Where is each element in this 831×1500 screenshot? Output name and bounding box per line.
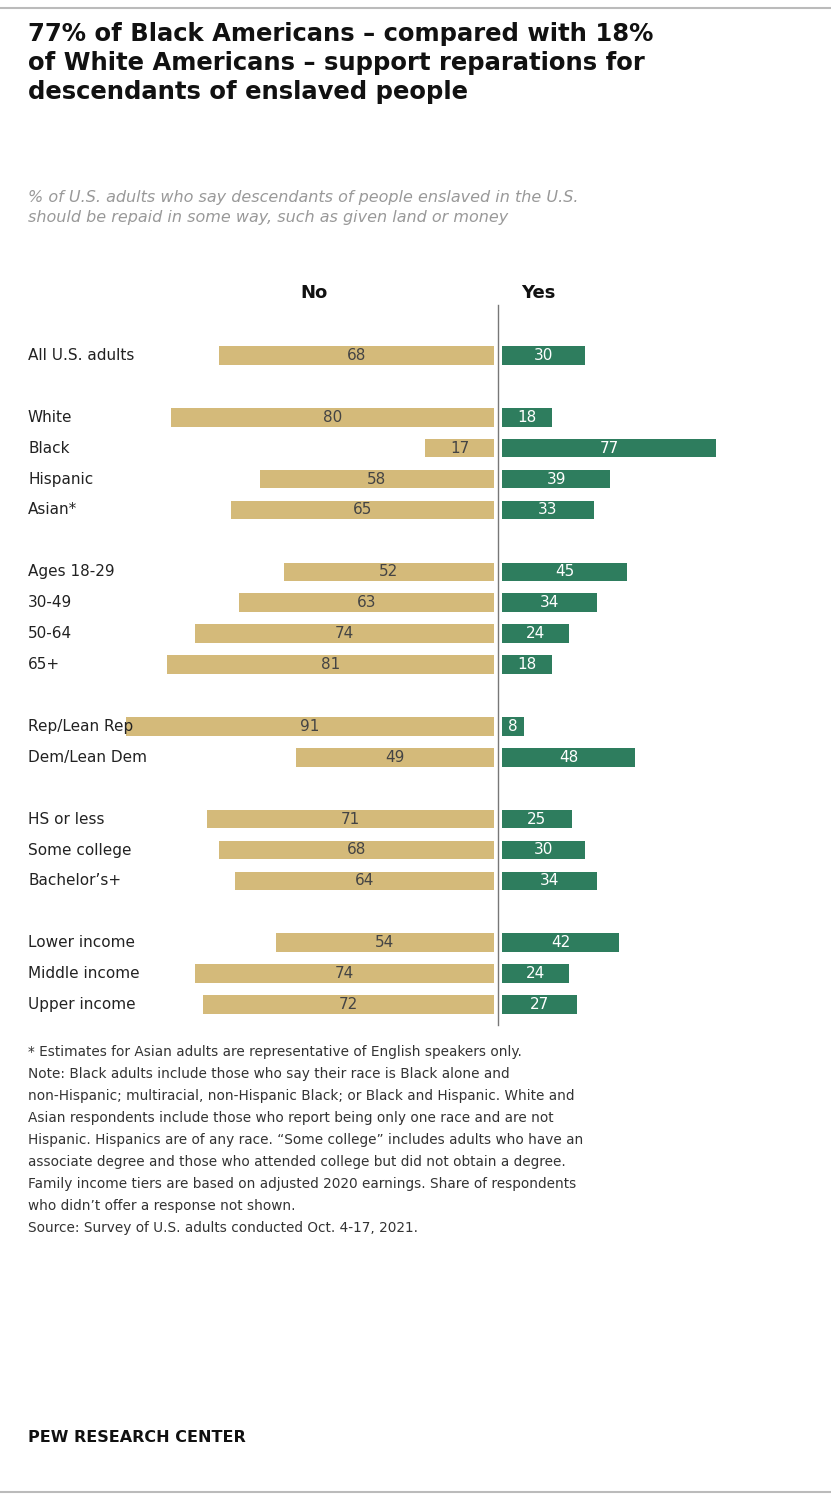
- Text: % of U.S. adults who say descendants of people enslaved in the U.S.
should be re: % of U.S. adults who say descendants of …: [28, 190, 578, 225]
- Polygon shape: [195, 964, 494, 982]
- Polygon shape: [259, 470, 494, 489]
- Text: Asian respondents include those who report being only one race and are not: Asian respondents include those who repo…: [28, 1112, 553, 1125]
- Polygon shape: [502, 656, 552, 674]
- Polygon shape: [425, 440, 494, 458]
- Text: 72: 72: [339, 998, 358, 1012]
- Polygon shape: [502, 717, 524, 735]
- Polygon shape: [231, 501, 494, 519]
- Text: Dem/Lean Dem: Dem/Lean Dem: [28, 750, 147, 765]
- Text: 64: 64: [355, 873, 375, 888]
- Text: Middle income: Middle income: [28, 966, 140, 981]
- Text: 33: 33: [538, 503, 558, 518]
- Text: 81: 81: [321, 657, 340, 672]
- Text: 49: 49: [386, 750, 405, 765]
- Text: 48: 48: [559, 750, 578, 765]
- Text: Black: Black: [28, 441, 70, 456]
- Text: 24: 24: [526, 626, 545, 640]
- Text: 42: 42: [551, 934, 570, 950]
- Polygon shape: [502, 871, 597, 889]
- Text: 58: 58: [367, 471, 386, 486]
- Polygon shape: [502, 470, 611, 489]
- Text: 30: 30: [534, 843, 553, 858]
- Text: Family income tiers are based on adjusted 2020 earnings. Share of respondents: Family income tiers are based on adjuste…: [28, 1178, 576, 1191]
- Polygon shape: [276, 933, 494, 952]
- Text: 77: 77: [599, 441, 618, 456]
- Text: 18: 18: [518, 410, 537, 424]
- Polygon shape: [167, 656, 494, 674]
- Text: Yes: Yes: [521, 284, 555, 302]
- Text: Some college: Some college: [28, 843, 131, 858]
- Text: 80: 80: [322, 410, 342, 424]
- Text: No: No: [300, 284, 327, 302]
- Text: 77% of Black Americans – compared with 18%
of White Americans – support reparati: 77% of Black Americans – compared with 1…: [28, 22, 653, 104]
- Polygon shape: [502, 996, 577, 1014]
- Text: Lower income: Lower income: [28, 934, 135, 950]
- Text: 34: 34: [539, 873, 559, 888]
- Text: 39: 39: [547, 471, 566, 486]
- Text: 71: 71: [341, 812, 360, 826]
- Polygon shape: [502, 562, 627, 580]
- Polygon shape: [502, 840, 585, 860]
- Text: 34: 34: [539, 596, 559, 610]
- Polygon shape: [502, 933, 619, 952]
- Text: Ages 18-29: Ages 18-29: [28, 564, 115, 579]
- Polygon shape: [235, 871, 494, 889]
- Text: 50-64: 50-64: [28, 626, 72, 640]
- Text: * Estimates for Asian adults are representative of English speakers only.: * Estimates for Asian adults are represe…: [28, 1046, 522, 1059]
- Polygon shape: [502, 964, 568, 982]
- Text: Bachelor’s+: Bachelor’s+: [28, 873, 121, 888]
- Text: 68: 68: [347, 348, 366, 363]
- Text: 68: 68: [347, 843, 366, 858]
- Polygon shape: [171, 408, 494, 426]
- Text: Rep/Lean Rep: Rep/Lean Rep: [28, 718, 133, 734]
- Text: 91: 91: [301, 718, 320, 734]
- Polygon shape: [284, 562, 494, 580]
- Polygon shape: [195, 624, 494, 644]
- Polygon shape: [502, 748, 636, 766]
- Polygon shape: [296, 748, 494, 766]
- Text: 65+: 65+: [28, 657, 60, 672]
- Text: All U.S. adults: All U.S. adults: [28, 348, 135, 363]
- Text: associate degree and those who attended college but did not obtain a degree.: associate degree and those who attended …: [28, 1155, 566, 1168]
- Polygon shape: [502, 408, 552, 426]
- Polygon shape: [203, 996, 494, 1014]
- Text: 63: 63: [357, 596, 376, 610]
- Polygon shape: [219, 346, 494, 364]
- Text: 30: 30: [534, 348, 553, 363]
- Polygon shape: [502, 810, 572, 828]
- Polygon shape: [502, 346, 585, 364]
- Text: non-Hispanic; multiracial, non-Hispanic Black; or Black and Hispanic. White and: non-Hispanic; multiracial, non-Hispanic …: [28, 1089, 574, 1102]
- Polygon shape: [502, 501, 593, 519]
- Text: White: White: [28, 410, 72, 424]
- Polygon shape: [207, 810, 494, 828]
- Text: 24: 24: [526, 966, 545, 981]
- Polygon shape: [502, 594, 597, 612]
- Text: 74: 74: [335, 966, 354, 981]
- Text: Note: Black adults include those who say their race is Black alone and: Note: Black adults include those who say…: [28, 1066, 509, 1082]
- Text: 8: 8: [509, 718, 518, 734]
- Text: who didn’t offer a response not shown.: who didn’t offer a response not shown.: [28, 1198, 296, 1214]
- Text: 30-49: 30-49: [28, 596, 72, 610]
- Text: 17: 17: [450, 441, 470, 456]
- Polygon shape: [126, 717, 494, 735]
- Text: 18: 18: [518, 657, 537, 672]
- Text: 25: 25: [527, 812, 546, 826]
- Text: Hispanic: Hispanic: [28, 471, 93, 486]
- Text: 45: 45: [555, 564, 574, 579]
- Polygon shape: [239, 594, 494, 612]
- Text: 52: 52: [379, 564, 399, 579]
- Text: Source: Survey of U.S. adults conducted Oct. 4-17, 2021.: Source: Survey of U.S. adults conducted …: [28, 1221, 418, 1234]
- Text: Asian*: Asian*: [28, 503, 77, 518]
- Text: Upper income: Upper income: [28, 998, 135, 1012]
- Polygon shape: [502, 440, 716, 458]
- Text: 65: 65: [353, 503, 372, 518]
- Text: PEW RESEARCH CENTER: PEW RESEARCH CENTER: [28, 1430, 246, 1444]
- Polygon shape: [502, 624, 568, 644]
- Polygon shape: [219, 840, 494, 860]
- Text: HS or less: HS or less: [28, 812, 105, 826]
- Text: Hispanic. Hispanics are of any race. “Some college” includes adults who have an: Hispanic. Hispanics are of any race. “So…: [28, 1132, 583, 1148]
- Text: 74: 74: [335, 626, 354, 640]
- Text: 54: 54: [376, 934, 395, 950]
- Text: 27: 27: [530, 998, 549, 1012]
